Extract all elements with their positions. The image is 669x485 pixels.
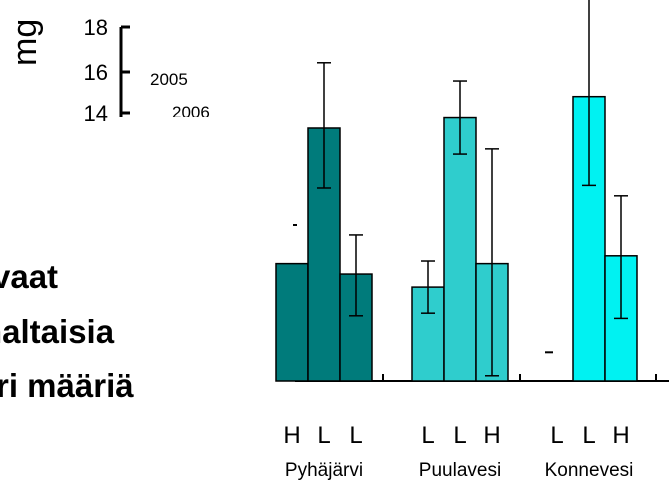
bar-category-label: L [550,422,563,449]
slide-text-line-1: vaat [0,258,59,295]
slide-text-line-3: ri määriä [0,367,134,404]
y-axis-label: mg [6,18,44,66]
bar-category-label: L [582,422,595,449]
bar-category-label: H [612,422,629,449]
bar-category-label: H [483,422,500,449]
bar-category-label: L [317,422,330,449]
bar [275,262,309,382]
slide-text-line-2: naltaisia [0,313,115,350]
inset-tick-label: 14 [84,101,108,126]
inset-clip-mask [110,117,230,137]
group-label: Konnevesi [545,460,634,481]
bar-category-label: L [453,422,466,449]
inset-tick-label: 16 [84,60,108,85]
bar-category-label: L [349,422,362,449]
bar-category-label: L [421,422,434,449]
group-label: Pyhäjärvi [285,460,363,481]
inset-legend-label: 2005 [150,70,188,89]
inset-tick-label: 18 [84,15,108,40]
bar-category-label: H [283,422,300,449]
bar [443,116,477,382]
group-label: Puulavesi [419,460,501,481]
